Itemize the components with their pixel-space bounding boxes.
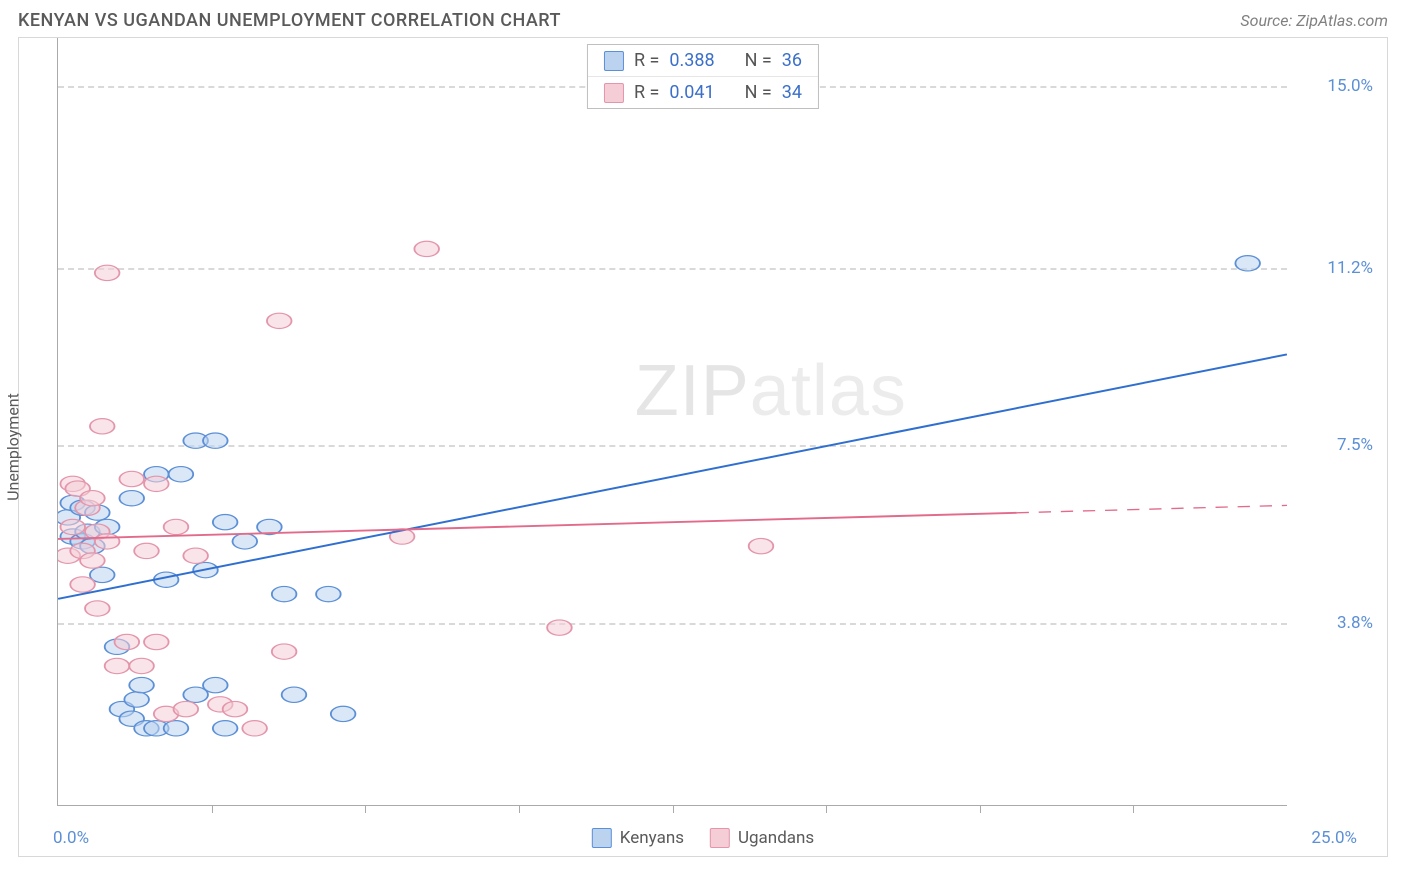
data-point	[169, 467, 194, 482]
y-tick-label: 7.5%	[1293, 435, 1373, 455]
series-legend: Kenyans Ugandans	[592, 828, 814, 848]
data-point	[233, 534, 258, 549]
chart-header: KENYAN VS UGANDAN UNEMPLOYMENT CORRELATI…	[0, 0, 1406, 37]
data-point	[119, 491, 144, 506]
r-value: 0.388	[669, 50, 714, 71]
data-point	[85, 601, 110, 616]
data-point	[119, 471, 144, 486]
data-point	[174, 701, 199, 716]
data-point	[547, 620, 572, 635]
data-point	[144, 634, 169, 649]
data-point	[267, 313, 292, 328]
data-point	[282, 687, 307, 702]
plot-area: ZIPatlas 3.8%7.5%11.2%15.0%	[57, 38, 1287, 806]
data-point	[80, 553, 105, 568]
y-tick-label: 11.2%	[1293, 258, 1373, 278]
data-point	[95, 534, 120, 549]
legend-swatch	[710, 828, 730, 848]
trend-line-extension	[1017, 505, 1287, 512]
legend-stat-row: R = 0.041 N = 34	[588, 76, 818, 108]
legend-swatch	[604, 51, 624, 71]
legend-item: Ugandans	[710, 828, 814, 848]
data-point	[183, 548, 208, 563]
data-point	[70, 577, 95, 592]
data-point	[272, 644, 297, 659]
x-tick	[1133, 805, 1134, 813]
data-point	[60, 519, 85, 534]
legend-item: Kenyans	[592, 828, 684, 848]
n-label: N =	[745, 50, 772, 71]
r-label: R =	[634, 82, 659, 103]
n-value: 34	[782, 82, 802, 103]
n-label: N =	[745, 82, 772, 103]
scatter-svg	[58, 38, 1287, 805]
x-tick	[826, 805, 827, 813]
x-tick	[673, 805, 674, 813]
data-point	[223, 701, 248, 716]
r-value: 0.041	[669, 82, 714, 103]
data-point	[316, 586, 341, 601]
data-point	[213, 721, 238, 736]
legend-swatch	[604, 83, 624, 103]
x-tick	[365, 805, 366, 813]
data-point	[203, 677, 228, 692]
y-tick-label: 3.8%	[1293, 613, 1373, 633]
data-point	[242, 721, 267, 736]
trend-line	[58, 354, 1287, 598]
data-point	[129, 677, 154, 692]
data-point	[129, 658, 154, 673]
legend-swatch	[592, 828, 612, 848]
legend-label: Ugandans	[738, 828, 814, 848]
data-point	[1235, 256, 1260, 271]
chart-title: KENYAN VS UGANDAN UNEMPLOYMENT CORRELATI…	[18, 10, 561, 31]
x-min-label: 0.0%	[53, 828, 89, 848]
data-point	[203, 433, 228, 448]
data-point	[331, 706, 356, 721]
x-tick	[212, 805, 213, 813]
x-tick	[519, 805, 520, 813]
legend-stat-row: R = 0.388 N = 36	[588, 45, 818, 76]
trend-line	[58, 513, 1017, 539]
data-point	[164, 721, 189, 736]
x-max-label: 25.0%	[1311, 828, 1357, 848]
data-point	[115, 634, 140, 649]
data-point	[144, 476, 169, 491]
x-tick	[980, 805, 981, 813]
data-point	[414, 241, 439, 256]
data-point	[105, 658, 130, 673]
data-point	[95, 265, 120, 280]
chart-container: Unemployment ZIPatlas 3.8%7.5%11.2%15.0%…	[18, 37, 1388, 857]
correlation-legend: R = 0.388 N = 36 R = 0.041 N = 34	[587, 44, 819, 109]
data-point	[272, 586, 297, 601]
n-value: 36	[782, 50, 802, 71]
data-point	[749, 538, 774, 553]
data-point	[134, 543, 159, 558]
data-point	[213, 514, 238, 529]
r-label: R =	[634, 50, 659, 71]
data-point	[164, 519, 189, 534]
y-tick-label: 15.0%	[1293, 76, 1373, 96]
source-label: Source: ZipAtlas.com	[1240, 11, 1388, 30]
data-point	[90, 419, 115, 434]
data-point	[124, 692, 149, 707]
data-point	[80, 491, 105, 506]
y-axis-label: Unemployment	[4, 393, 23, 501]
legend-label: Kenyans	[620, 828, 684, 848]
